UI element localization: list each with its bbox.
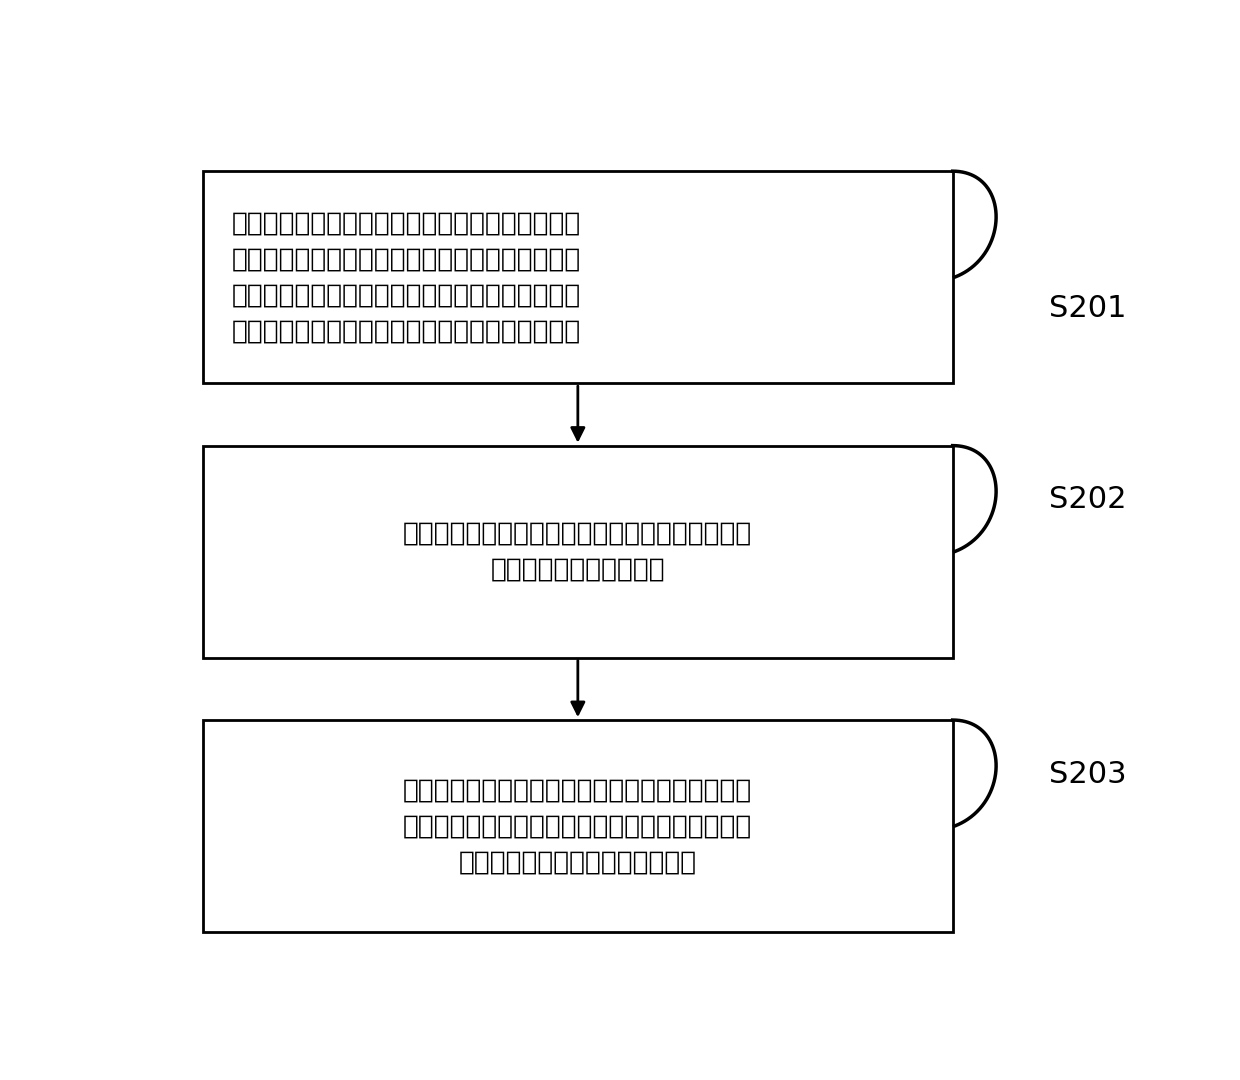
Text: S203: S203 [1049,759,1126,788]
Bar [203,720,952,932]
Text: 通过第三测距通道对应的回波探测器接收所述目标
物体反射回来的激光回波: 通过第三测距通道对应的回波探测器接收所述目标 物体反射回来的激光回波 [403,521,753,582]
Text: 计算所述脉冲激光对应的参考信号和所述激光回波
对应的回波信号的相位差，并根据计算出的相位差
解算所述第三测距通道的测距结果: 计算所述脉冲激光对应的参考信号和所述激光回波 对应的回波信号的相位差，并根据计算… [403,778,753,875]
Text: S201: S201 [1049,294,1126,323]
Text: 向第三测距通道对应的激光器发送第一控制信号，
所述第一控制信号用于控制所述第三测距通道对应
的激光器向目标物体发射脉冲激光；所述第三测距
通道为当前按照预设测距: 向第三测距通道对应的激光器发送第一控制信号， 所述第一控制信号用于控制所述第三测… [232,211,582,345]
Bar [203,171,952,383]
Bar [203,446,952,658]
Text: S202: S202 [1049,485,1126,514]
